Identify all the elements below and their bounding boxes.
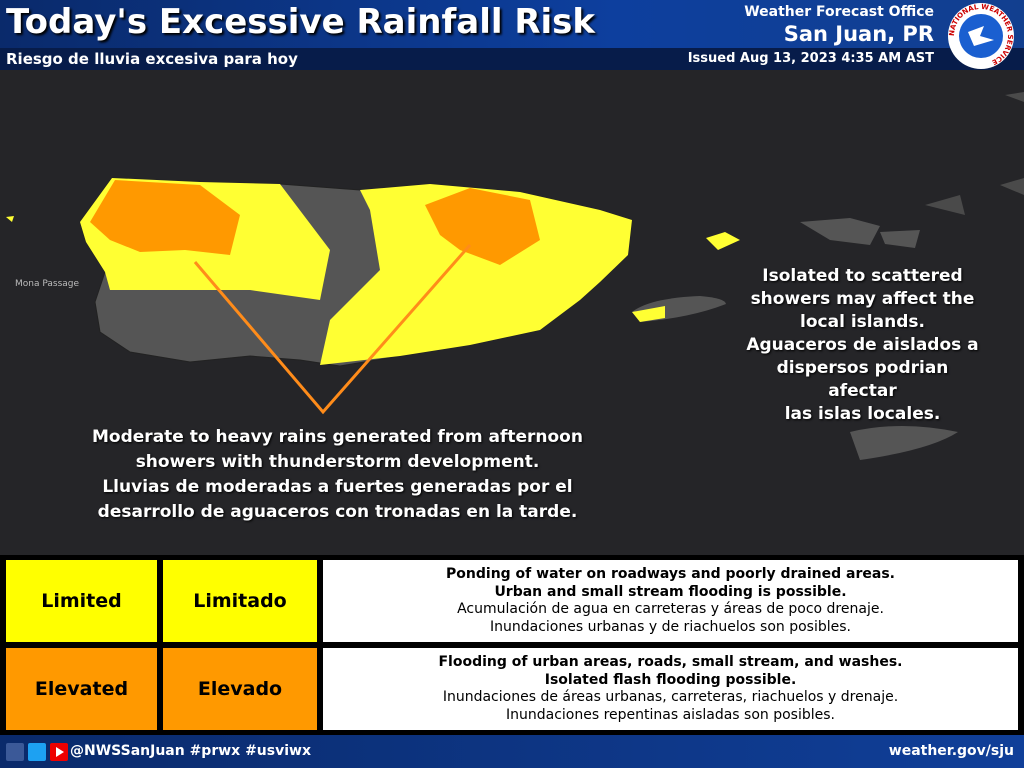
annotation-line: desarrollo de aguaceros con tronadas en … (97, 502, 578, 522)
logo-mark (968, 26, 994, 46)
annotation-line: las islas locales. (784, 404, 941, 424)
annotation-line: showers with thunderstorm development. (135, 452, 540, 472)
risk-elevated-east (425, 188, 540, 265)
place-label: Mona Passage (15, 279, 79, 289)
play-glyph (56, 747, 64, 757)
location: San Juan, PR (783, 22, 934, 46)
annotation-line: showers may affect the (750, 289, 975, 309)
description-line: Urban and small stream flooding is possi… (494, 583, 847, 600)
focus-outline (193, 244, 472, 415)
annotation-east: Isolated to scattered showers may affect… (740, 265, 985, 426)
category-en: Limited (6, 560, 157, 642)
description: Ponding of water on roadways and poorly … (323, 560, 1018, 642)
vieques-risk (632, 306, 665, 322)
logo: NATIONAL WEATHER SERVICE (948, 3, 1014, 69)
risk-limited-east (320, 184, 632, 365)
logo-core (959, 14, 1003, 58)
annotation-west: Moderate to heavy rains generated from a… (60, 425, 615, 525)
social-icons (6, 743, 68, 761)
annotation-line: dispersos podrian afectar (776, 358, 949, 401)
st-croix (850, 426, 958, 460)
annotation-line: Aguaceros de aislados a (746, 335, 979, 355)
map: Mona Passage (6, 92, 1024, 460)
description-line: Inundaciones de áreas urbanas, carretera… (442, 689, 899, 705)
office: Weather Forecast Office (744, 4, 934, 20)
description-line: Inundaciones urbanas y de riachuelos son… (489, 618, 851, 635)
category-es: Elevado (163, 648, 317, 730)
mona-island (6, 216, 14, 222)
distant-islands (925, 92, 1024, 215)
facebook-icon (6, 743, 24, 761)
culebra (706, 232, 740, 250)
description-line: Inundaciones repentinas aisladas son pos… (506, 706, 835, 723)
description-line: Acumulación de agua en carreteras y área… (457, 601, 884, 617)
subtitle: Riesgo de lluvia excesiva para hoy (6, 50, 298, 68)
subtitle-bar (0, 48, 1024, 70)
social-handle: @NWSSanJuan #prwx #usviwx (70, 743, 311, 759)
footer (0, 735, 1024, 768)
description-line: Isolated flash flooding possible. (544, 671, 797, 688)
twitter-icon (28, 743, 46, 761)
category-es: Limitado (163, 560, 317, 642)
category-en: Elevated (6, 648, 157, 730)
description-line: Flooding of urban areas, roads, small st… (438, 654, 903, 670)
annotation-line: Isolated to scattered (762, 266, 963, 286)
issued: Issued Aug 13, 2023 4:35 AM AST (687, 51, 934, 66)
annotation-line: Lluvias de moderadas a fuertes generadas… (102, 477, 573, 497)
risk-elevated-west (90, 180, 240, 255)
description: Flooding of urban areas, roads, small st… (323, 648, 1018, 730)
website: weather.gov/sju (888, 743, 1014, 759)
annotation-line: local islands. (800, 312, 925, 332)
annotation-line: Moderate to heavy rains generated from a… (92, 427, 583, 447)
title: Today's Excessive Rainfall Risk (6, 2, 596, 42)
description-line: Ponding of water on roadways and poorly … (446, 566, 895, 582)
usvi-north (800, 218, 920, 248)
